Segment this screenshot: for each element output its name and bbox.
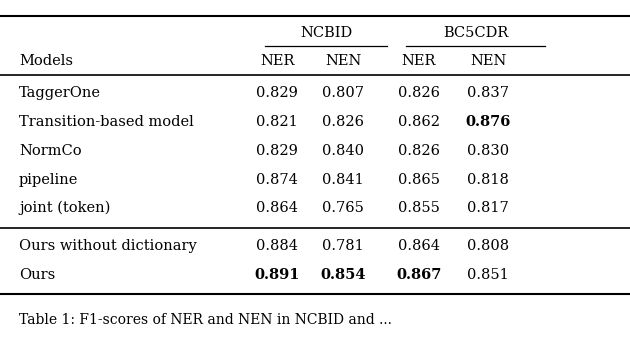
Text: 0.840: 0.840 xyxy=(323,144,364,158)
Text: 0.837: 0.837 xyxy=(467,86,509,100)
Text: 0.826: 0.826 xyxy=(323,115,364,129)
Text: BC5CDR: BC5CDR xyxy=(443,26,508,40)
Text: 0.818: 0.818 xyxy=(467,173,509,187)
Text: 0.807: 0.807 xyxy=(323,86,364,100)
Text: joint (token): joint (token) xyxy=(19,201,110,216)
Text: 0.855: 0.855 xyxy=(398,201,440,215)
Text: 0.862: 0.862 xyxy=(398,115,440,129)
Text: pipeline: pipeline xyxy=(19,173,78,187)
Text: Ours: Ours xyxy=(19,268,55,282)
Text: 0.876: 0.876 xyxy=(466,115,511,129)
Text: NER: NER xyxy=(260,54,294,68)
Text: 0.867: 0.867 xyxy=(396,268,442,282)
Text: NCBID: NCBID xyxy=(300,26,352,40)
Text: NER: NER xyxy=(402,54,436,68)
Text: NEN: NEN xyxy=(470,54,507,68)
Text: NormCo: NormCo xyxy=(19,144,81,158)
Text: 0.884: 0.884 xyxy=(256,239,298,253)
Text: Table 1: F1-scores of NER and NEN in NCBID and ...: Table 1: F1-scores of NER and NEN in NCB… xyxy=(19,313,392,327)
Text: NEN: NEN xyxy=(325,54,362,68)
Text: TaggerOne: TaggerOne xyxy=(19,86,101,100)
Text: Ours without dictionary: Ours without dictionary xyxy=(19,239,197,253)
Text: 0.854: 0.854 xyxy=(321,268,366,282)
Text: 0.826: 0.826 xyxy=(398,144,440,158)
Text: 0.864: 0.864 xyxy=(398,239,440,253)
Text: 0.865: 0.865 xyxy=(398,173,440,187)
Text: 0.864: 0.864 xyxy=(256,201,298,215)
Text: 0.826: 0.826 xyxy=(398,86,440,100)
Text: 0.821: 0.821 xyxy=(256,115,298,129)
Text: Transition-based model: Transition-based model xyxy=(19,115,193,129)
Text: 0.817: 0.817 xyxy=(467,201,509,215)
Text: 0.841: 0.841 xyxy=(323,173,364,187)
Text: 0.851: 0.851 xyxy=(467,268,509,282)
Text: 0.781: 0.781 xyxy=(323,239,364,253)
Text: 0.891: 0.891 xyxy=(255,268,300,282)
Text: Models: Models xyxy=(19,54,73,68)
Text: 0.765: 0.765 xyxy=(323,201,364,215)
Text: 0.830: 0.830 xyxy=(467,144,509,158)
Text: 0.829: 0.829 xyxy=(256,144,298,158)
Text: 0.829: 0.829 xyxy=(256,86,298,100)
Text: 0.808: 0.808 xyxy=(467,239,509,253)
Text: 0.874: 0.874 xyxy=(256,173,298,187)
